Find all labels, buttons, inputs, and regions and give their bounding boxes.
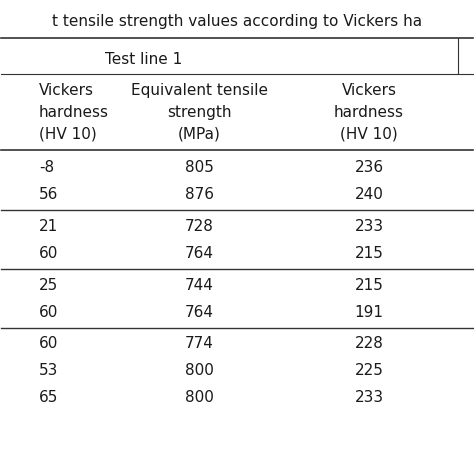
Text: Equivalent tensile: Equivalent tensile: [131, 83, 268, 98]
Text: 56: 56: [39, 187, 58, 202]
Text: 228: 228: [355, 337, 383, 351]
Text: 240: 240: [355, 187, 383, 202]
Text: 225: 225: [355, 364, 383, 378]
Text: (HV 10): (HV 10): [340, 127, 398, 142]
Text: Test line 1: Test line 1: [105, 52, 182, 67]
Text: strength: strength: [167, 105, 232, 120]
Text: 60: 60: [39, 337, 58, 351]
Text: 805: 805: [185, 160, 214, 175]
Text: 65: 65: [39, 391, 58, 405]
Text: 60: 60: [39, 305, 58, 319]
Text: t tensile strength values according to Vickers ha: t tensile strength values according to V…: [52, 14, 422, 29]
Text: Vickers: Vickers: [39, 83, 94, 98]
Text: 800: 800: [185, 364, 214, 378]
Text: 764: 764: [185, 305, 214, 319]
Text: 728: 728: [185, 219, 214, 234]
Text: 215: 215: [355, 246, 383, 261]
Text: hardness: hardness: [334, 105, 404, 120]
Text: 215: 215: [355, 278, 383, 292]
Text: 764: 764: [185, 246, 214, 261]
Text: 744: 744: [185, 278, 214, 292]
Text: 800: 800: [185, 391, 214, 405]
Text: 876: 876: [185, 187, 214, 202]
Text: 233: 233: [355, 391, 383, 405]
Text: hardness: hardness: [39, 105, 109, 120]
Text: 191: 191: [355, 305, 383, 319]
Text: 25: 25: [39, 278, 58, 292]
Text: (MPa): (MPa): [178, 127, 221, 142]
Text: 233: 233: [355, 219, 383, 234]
Text: (HV 10): (HV 10): [39, 127, 97, 142]
Text: 21: 21: [39, 219, 58, 234]
Text: 53: 53: [39, 364, 58, 378]
Text: Vickers: Vickers: [341, 83, 396, 98]
Text: 236: 236: [355, 160, 383, 175]
Text: 60: 60: [39, 246, 58, 261]
Text: 774: 774: [185, 337, 214, 351]
Text: -8: -8: [39, 160, 54, 175]
